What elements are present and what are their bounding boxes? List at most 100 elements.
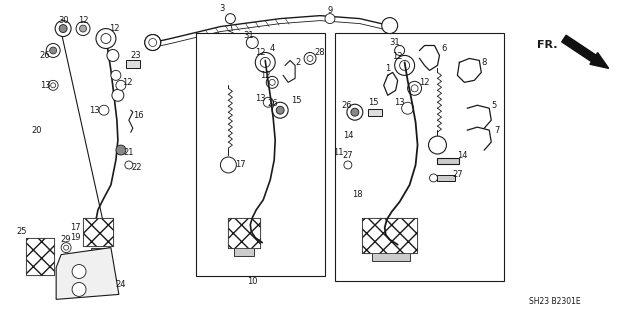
Circle shape	[96, 29, 116, 48]
Text: 4: 4	[269, 44, 275, 53]
Circle shape	[112, 89, 124, 101]
Circle shape	[116, 145, 126, 155]
Text: 22: 22	[132, 163, 142, 173]
Circle shape	[148, 39, 157, 47]
Bar	[438, 175, 456, 181]
Text: 2: 2	[296, 58, 301, 67]
Text: 13: 13	[89, 106, 99, 115]
Circle shape	[116, 80, 126, 90]
Circle shape	[263, 97, 273, 107]
Bar	[352, 162, 370, 168]
Text: 17: 17	[235, 160, 246, 169]
Text: 12: 12	[78, 16, 88, 25]
Bar	[372, 253, 410, 261]
Circle shape	[72, 282, 86, 296]
Text: 13: 13	[394, 98, 405, 107]
Circle shape	[399, 60, 410, 70]
Text: 11: 11	[333, 147, 343, 157]
Bar	[479, 140, 497, 162]
Text: SH23 B2301E: SH23 B2301E	[529, 297, 580, 306]
Bar	[228, 218, 260, 248]
Text: 14: 14	[457, 151, 468, 160]
Bar	[83, 218, 113, 246]
Text: 9: 9	[327, 6, 333, 15]
Bar	[234, 248, 254, 256]
Bar	[91, 248, 107, 256]
Circle shape	[125, 161, 133, 169]
Text: 26: 26	[342, 101, 352, 110]
Bar	[362, 218, 417, 253]
Text: 31: 31	[243, 31, 253, 40]
Circle shape	[395, 56, 415, 75]
Bar	[335, 33, 504, 281]
Text: 20: 20	[31, 126, 42, 135]
Circle shape	[107, 49, 119, 62]
Bar	[479, 118, 497, 136]
Circle shape	[59, 25, 67, 33]
Circle shape	[48, 80, 58, 90]
Text: 12: 12	[260, 71, 271, 80]
Text: 3: 3	[220, 4, 225, 13]
Circle shape	[76, 22, 90, 35]
Bar	[438, 158, 460, 164]
Circle shape	[148, 39, 157, 47]
Circle shape	[145, 34, 161, 50]
Circle shape	[402, 102, 413, 114]
FancyArrow shape	[562, 35, 609, 68]
Circle shape	[260, 57, 270, 67]
Text: 24: 24	[116, 280, 126, 289]
Text: 26: 26	[267, 99, 278, 108]
Text: 17: 17	[70, 223, 81, 232]
Bar	[228, 218, 260, 248]
Text: 14: 14	[342, 130, 353, 140]
Text: 7: 7	[495, 126, 500, 135]
Bar	[26, 238, 54, 276]
Circle shape	[145, 34, 161, 50]
Circle shape	[325, 14, 335, 24]
Circle shape	[50, 47, 57, 54]
Circle shape	[429, 174, 438, 182]
Text: 16: 16	[134, 111, 144, 120]
Bar	[126, 60, 140, 68]
Text: 13: 13	[255, 94, 266, 103]
Circle shape	[246, 37, 259, 48]
Circle shape	[411, 85, 418, 92]
Circle shape	[111, 70, 121, 80]
Bar	[362, 218, 417, 253]
Circle shape	[272, 102, 288, 118]
Text: 30: 30	[58, 16, 68, 25]
Circle shape	[266, 76, 278, 88]
Circle shape	[46, 43, 60, 57]
Circle shape	[307, 56, 313, 62]
Text: 12: 12	[255, 48, 266, 57]
Text: 8: 8	[481, 58, 487, 67]
Text: 23: 23	[131, 51, 141, 60]
Bar	[352, 142, 374, 148]
Text: 29: 29	[61, 235, 72, 244]
Circle shape	[304, 52, 316, 64]
Circle shape	[347, 104, 363, 120]
Text: 28: 28	[315, 48, 325, 57]
Circle shape	[408, 81, 422, 95]
Circle shape	[269, 79, 275, 85]
Bar	[83, 218, 113, 246]
Text: 21: 21	[124, 147, 134, 157]
Circle shape	[55, 21, 71, 37]
Text: 1: 1	[385, 64, 390, 73]
Circle shape	[79, 25, 86, 32]
Text: 10: 10	[247, 277, 257, 286]
Text: 19: 19	[70, 233, 81, 242]
Circle shape	[395, 46, 404, 56]
Circle shape	[101, 33, 111, 43]
Circle shape	[351, 108, 359, 116]
Text: 12: 12	[419, 78, 430, 87]
Text: 5: 5	[492, 101, 497, 110]
Circle shape	[220, 157, 236, 173]
Circle shape	[51, 83, 56, 88]
Text: 31: 31	[389, 38, 400, 47]
Bar	[26, 238, 54, 276]
Text: 12: 12	[123, 78, 133, 87]
Text: 18: 18	[353, 190, 363, 199]
Text: 15: 15	[291, 96, 301, 105]
Text: 6: 6	[442, 44, 447, 53]
